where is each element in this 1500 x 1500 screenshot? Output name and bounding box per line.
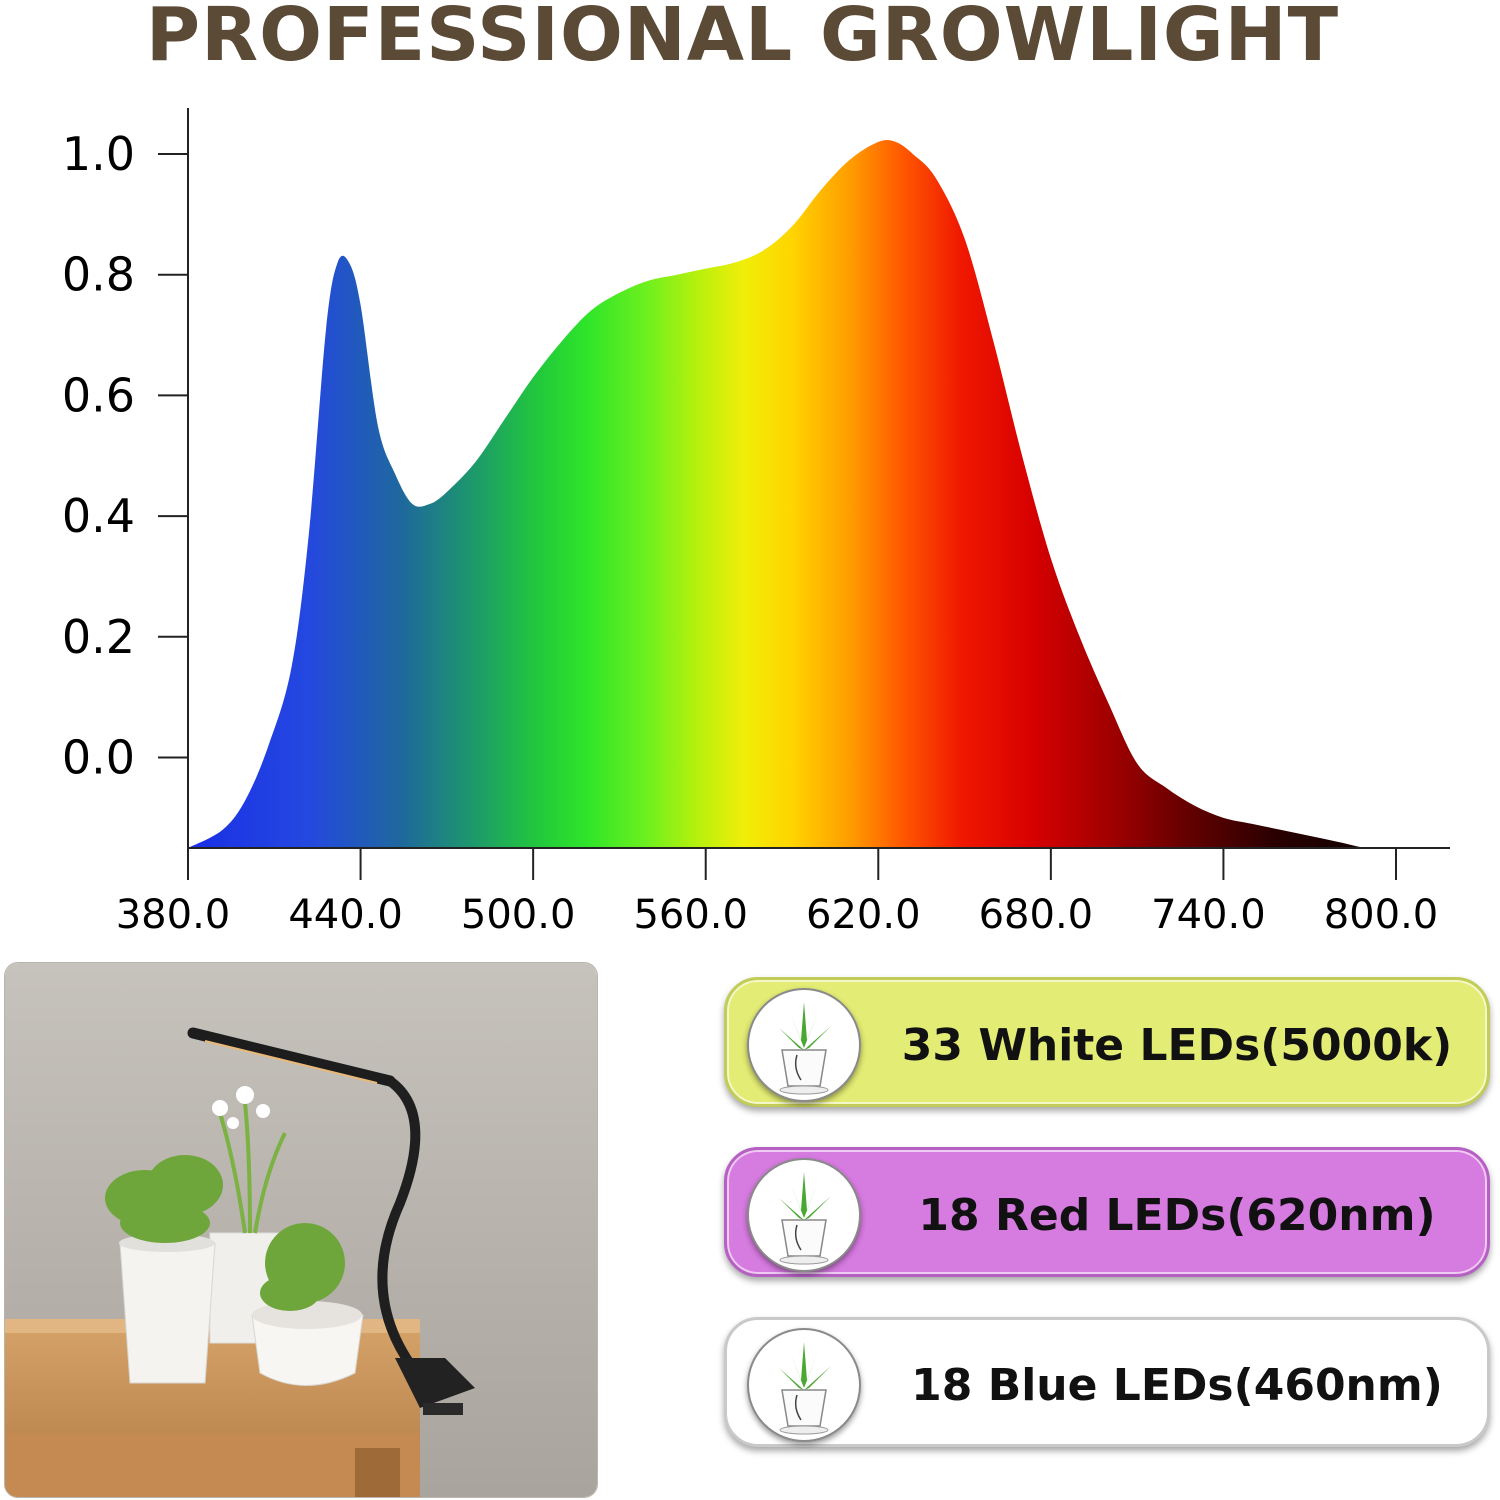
y-tick-label: 0.4 bbox=[62, 489, 135, 543]
x-tick-label: 380.0 bbox=[116, 892, 231, 938]
y-tick-label: 1.0 bbox=[62, 127, 135, 181]
page-title: PROFESSIONAL GROWLIGHT bbox=[145, 0, 1340, 78]
product-photo bbox=[4, 962, 598, 1498]
potted-plant-icon bbox=[747, 988, 861, 1102]
x-tick-label: 680.0 bbox=[979, 892, 1094, 938]
x-tick-label: 500.0 bbox=[461, 892, 576, 938]
led-badge-red: 18 Red LEDs(620nm) bbox=[724, 1147, 1490, 1277]
spectrum-area bbox=[188, 140, 1396, 849]
y-tick-label: 0.6 bbox=[62, 368, 135, 422]
potted-plant-icon bbox=[747, 1158, 861, 1272]
led-red-label: 18 Red LEDs(620nm) bbox=[918, 1189, 1436, 1241]
y-tick-label: 0.2 bbox=[62, 610, 135, 664]
potted-plant-icon bbox=[747, 1328, 861, 1442]
y-tick-label: 0.0 bbox=[62, 730, 135, 784]
x-tick-label: 620.0 bbox=[806, 892, 921, 938]
x-tick-label: 740.0 bbox=[1151, 892, 1266, 938]
x-tick-label: 560.0 bbox=[633, 892, 748, 938]
x-tick-label: 440.0 bbox=[288, 892, 403, 938]
led-white-label: 33 White LEDs(5000k) bbox=[901, 1019, 1453, 1071]
led-badge-white: 33 White LEDs(5000k) bbox=[724, 977, 1490, 1107]
x-tick-label: 800.0 bbox=[1324, 892, 1439, 938]
led-blue-label: 18 Blue LEDs(460nm) bbox=[911, 1359, 1443, 1411]
led-badge-blue: 18 Blue LEDs(460nm) bbox=[724, 1317, 1490, 1447]
spectrum-chart: 1.0 0.8 0.6 0.4 0.2 0.0 380.0 440.0 500.0 560.0 6… bbox=[62, 108, 1450, 938]
y-tick-label: 0.8 bbox=[62, 248, 135, 302]
